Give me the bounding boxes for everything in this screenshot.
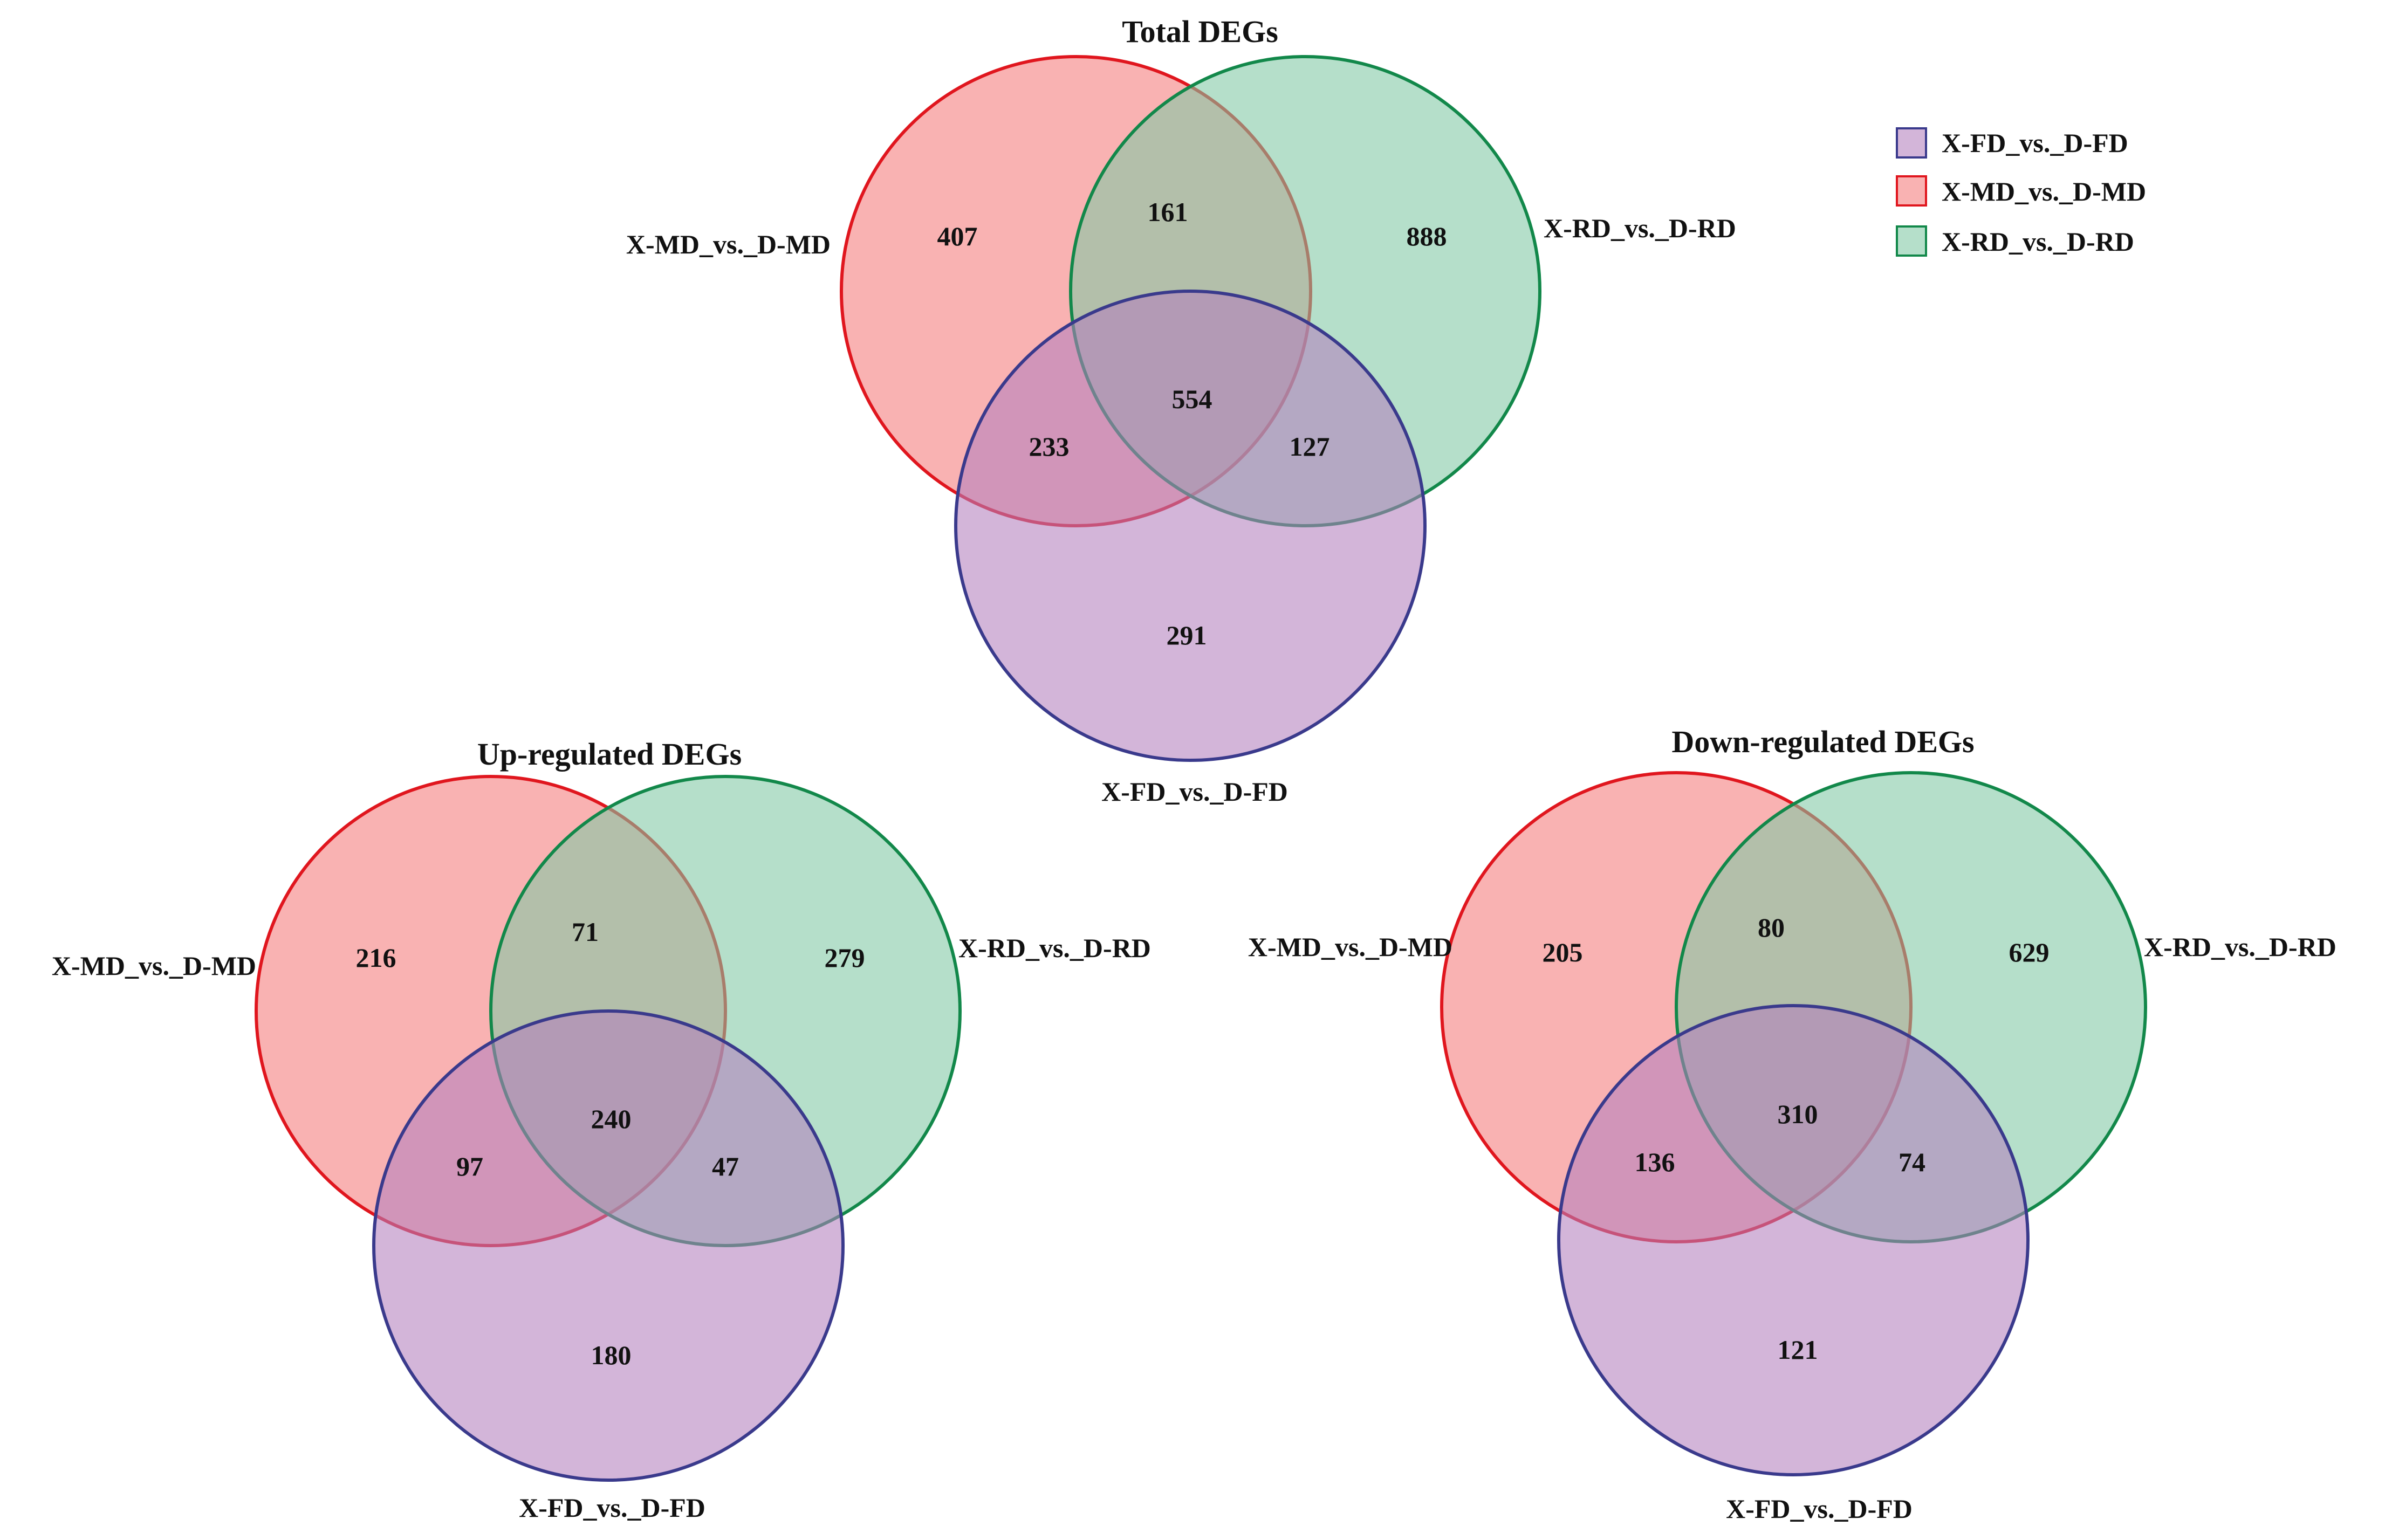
- legend-label-rd: X-RD_vs._D-RD: [1942, 226, 2134, 257]
- venn-down: Down-regulated DEGs X-MD_vs._D-MD X-RD_v…: [1248, 724, 2336, 1524]
- venn-down-count-fd-only: 121: [1778, 1335, 1818, 1365]
- venn-total-label-md: X-MD_vs._D-MD: [626, 229, 831, 259]
- venn-total-circle-fd: [954, 290, 1427, 762]
- venn-total-count-md-rd: 161: [1148, 197, 1188, 227]
- venn-down-title: Down-regulated DEGs: [1671, 724, 1974, 759]
- venn-down-count-md-fd: 136: [1635, 1147, 1675, 1177]
- venn-up-title: Up-regulated DEGs: [477, 737, 742, 772]
- venn-down-count-all: 310: [1778, 1099, 1818, 1129]
- legend-swatch-md: [1896, 175, 1927, 207]
- legend-item-fd: X-FD_vs._D-FD: [1896, 127, 2128, 159]
- venn-up-count-fd-only: 180: [591, 1340, 632, 1370]
- venn-up-label-rd: X-RD_vs._D-RD: [958, 933, 1151, 963]
- venn-down-count-rd-only: 629: [2009, 937, 2050, 967]
- venn-total-count-all: 554: [1172, 384, 1212, 414]
- venn-down-circle-fd: [1557, 1004, 2030, 1476]
- legend-swatch-fd: [1896, 127, 1927, 159]
- venn-total-count-md-fd: 233: [1029, 431, 1070, 462]
- venn-total-count-rd-only: 888: [1407, 221, 1447, 251]
- venn-down-count-md-rd: 80: [1758, 912, 1785, 943]
- venn-up-count-rd-only: 279: [825, 943, 865, 973]
- venn-down-count-rd-fd: 74: [1899, 1147, 1925, 1177]
- venn-total: Total DEGs X-MD_vs._D-MD X-RD_vs._D-RD X…: [626, 14, 1736, 807]
- legend-item-md: X-MD_vs._D-MD: [1896, 175, 2146, 207]
- venn-down-label-md: X-MD_vs._D-MD: [1248, 932, 1452, 962]
- venn-total-count-rd-fd: 127: [1290, 431, 1330, 462]
- venn-total-label-fd: X-FD_vs._D-FD: [1101, 776, 1288, 807]
- legend-label-fd: X-FD_vs._D-FD: [1942, 128, 2128, 158]
- venn-up-circle-fd: [372, 1009, 845, 1482]
- venn-up-count-md-rd: 71: [572, 917, 599, 947]
- venn-total-title: Total DEGs: [1122, 14, 1278, 49]
- legend-item-rd: X-RD_vs._D-RD: [1896, 225, 2134, 257]
- legend-swatch-rd: [1896, 225, 1927, 257]
- venn-total-count-md-only: 407: [937, 221, 978, 251]
- venn-down-label-rd: X-RD_vs._D-RD: [2144, 932, 2336, 962]
- venn-up-count-md-only: 216: [356, 943, 396, 973]
- legend-label-md: X-MD_vs._D-MD: [1942, 176, 2146, 207]
- venn-up-count-rd-fd: 47: [712, 1151, 739, 1181]
- venn-up-label-md: X-MD_vs._D-MD: [52, 951, 256, 981]
- venn-down-count-md-only: 205: [1543, 937, 1583, 967]
- venn-total-label-rd: X-RD_vs._D-RD: [1544, 213, 1736, 243]
- legend: X-FD_vs._D-FD X-MD_vs._D-MD X-RD_vs._D-R…: [1896, 127, 2146, 257]
- venn-up-label-fd: X-FD_vs._D-FD: [519, 1493, 705, 1523]
- venn-total-count-fd-only: 291: [1167, 620, 1207, 650]
- venn-down-label-fd: X-FD_vs._D-FD: [1726, 1494, 1913, 1524]
- venn-up: Up-regulated DEGs X-MD_vs._D-MD X-RD_vs.…: [52, 737, 1151, 1523]
- venn-up-count-md-fd: 97: [456, 1151, 483, 1181]
- venn-up-count-all: 240: [591, 1104, 632, 1134]
